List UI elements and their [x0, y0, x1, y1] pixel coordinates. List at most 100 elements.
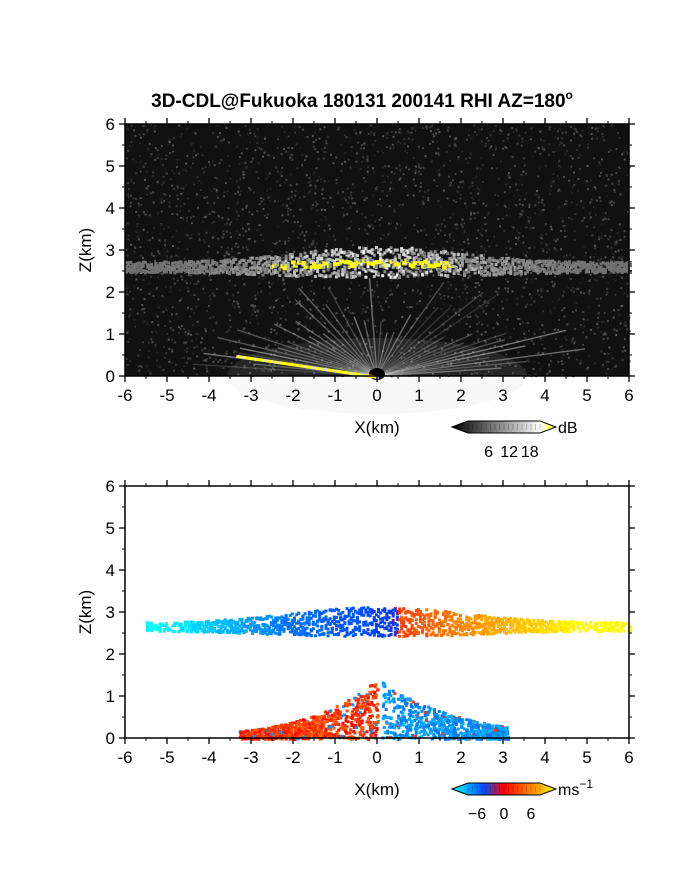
cloud-pixel	[358, 259, 362, 263]
noise-speckle	[252, 305, 255, 308]
noise-speckle	[303, 234, 306, 237]
clutter-pixel	[333, 369, 337, 373]
cloud-pixel	[423, 255, 427, 259]
cloud-pixel	[177, 267, 181, 271]
cloud-pixel	[164, 260, 168, 264]
noise-speckle	[546, 290, 549, 293]
noise-speckle	[371, 214, 374, 217]
noise-speckle	[226, 222, 228, 225]
noise-speckle	[204, 166, 207, 169]
noise-speckle	[235, 365, 238, 368]
noise-speckle	[180, 325, 183, 328]
velocity-pixel	[343, 617, 347, 620]
noise-speckle	[335, 182, 338, 185]
velocity-pixel	[282, 620, 286, 624]
noise-speckle	[281, 254, 284, 257]
noise-speckle	[414, 129, 417, 132]
velocity-pixel	[303, 612, 307, 616]
cloud-pixel	[167, 261, 170, 265]
velocity-pixel	[293, 617, 296, 621]
noise-speckle	[378, 301, 381, 304]
noise-speckle	[228, 299, 231, 302]
cloud-pixel	[263, 271, 267, 274]
noise-speckle	[270, 262, 273, 265]
noise-speckle	[404, 150, 407, 153]
velocity-pixel	[307, 618, 311, 621]
noise-speckle	[389, 181, 392, 184]
noise-speckle	[519, 323, 522, 325]
noise-speckle	[155, 313, 158, 316]
velocity-pixel	[265, 632, 269, 636]
noise-speckle	[135, 172, 138, 175]
cloud-pixel	[528, 261, 532, 265]
noise-speckle	[455, 357, 457, 360]
noise-speckle	[557, 250, 559, 253]
noise-speckle	[176, 279, 179, 282]
noise-speckle	[325, 218, 328, 221]
noise-speckle	[262, 277, 265, 280]
noise-speckle	[617, 309, 620, 312]
noise-speckle	[393, 210, 396, 213]
fan-ray	[376, 345, 438, 377]
cloud-pixel	[492, 258, 496, 262]
noise-speckle	[270, 260, 273, 263]
velocity-pixel	[221, 625, 225, 629]
cloud-pixel	[452, 269, 456, 273]
noise-speckle	[423, 366, 426, 369]
noise-speckle	[558, 318, 560, 321]
noise-speckle	[523, 164, 526, 167]
noise-speckle	[303, 195, 306, 198]
noise-speckle	[190, 233, 193, 236]
noise-speckle	[196, 355, 199, 358]
velocity-pixel	[326, 634, 330, 638]
noise-speckle	[600, 350, 603, 353]
noise-speckle	[253, 363, 256, 366]
cloud-pixel	[381, 264, 385, 268]
noise-speckle	[560, 345, 563, 348]
x-tick-label: 4	[540, 386, 549, 405]
cloud-pixel	[555, 262, 559, 266]
noise-speckle	[602, 218, 605, 221]
noise-speckle	[379, 305, 382, 308]
noise-speckle	[144, 306, 147, 309]
noise-speckle	[516, 297, 519, 300]
noise-speckle	[271, 311, 273, 314]
noise-speckle	[585, 225, 588, 228]
noise-speckle	[560, 360, 563, 363]
cloud-pixel	[408, 248, 412, 252]
noise-speckle	[186, 282, 188, 285]
cloud-pixel	[353, 253, 357, 257]
velocity-pixel	[276, 627, 280, 631]
noise-speckle	[171, 348, 174, 351]
noise-speckle	[164, 239, 167, 242]
noise-speckle	[414, 172, 417, 175]
cloud-pixel	[364, 275, 368, 279]
noise-speckle	[371, 143, 374, 146]
noise-speckle	[132, 197, 135, 200]
cloud-pixel	[572, 269, 576, 273]
colorbar-tick-label: 12	[500, 444, 518, 461]
noise-speckle	[567, 356, 570, 359]
noise-speckle	[462, 349, 465, 352]
noise-speckle	[208, 274, 211, 277]
cloud-pixel	[169, 271, 173, 275]
cloud-pixel	[561, 265, 565, 269]
noise-speckle	[130, 194, 132, 197]
noise-speckle	[142, 165, 145, 168]
cloud-pixel	[547, 267, 551, 271]
noise-speckle	[488, 245, 491, 248]
noise-speckle	[187, 287, 190, 289]
noise-speckle	[477, 229, 480, 232]
noise-speckle	[352, 191, 355, 194]
velocity-pixel	[337, 633, 341, 637]
noise-speckle	[469, 152, 472, 155]
velocity-pixel	[185, 620, 189, 624]
cloud-pixel	[414, 266, 418, 270]
noise-speckle	[291, 230, 294, 233]
noise-speckle	[546, 251, 548, 254]
noise-speckle	[307, 181, 310, 184]
cloud-pixel	[158, 269, 162, 273]
cloud-pixel	[389, 271, 393, 274]
noise-speckle	[215, 189, 218, 192]
noise-speckle	[532, 342, 535, 345]
